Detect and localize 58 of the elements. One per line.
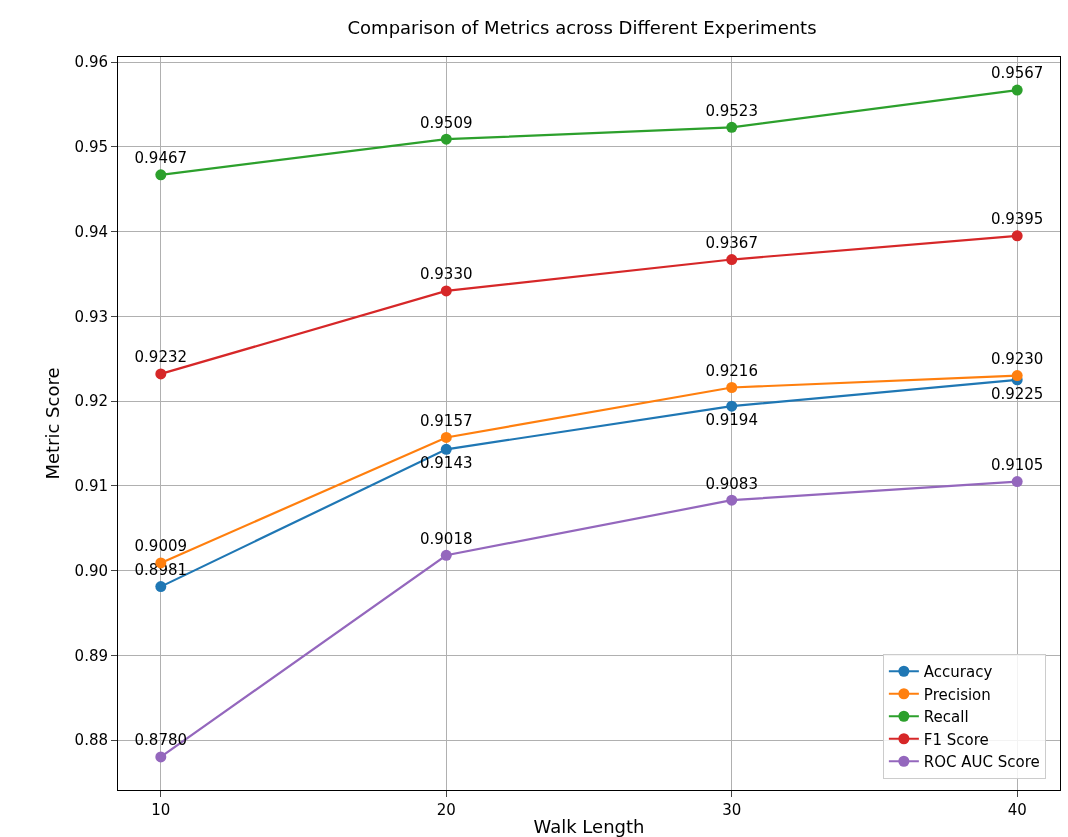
data-label: 0.9330	[420, 265, 473, 284]
x-axis-title: Walk Length	[533, 816, 645, 837]
point	[440, 549, 452, 561]
data-label: 0.9194	[705, 411, 758, 430]
data-label: 0.9232	[134, 348, 188, 367]
legend-label: Recall	[923, 708, 969, 727]
y-tick-label: 0.92	[74, 392, 108, 411]
data-label: 0.9230	[990, 349, 1044, 368]
y-tick-label: 0.91	[74, 477, 108, 496]
data-label: 0.9143	[420, 454, 473, 473]
data-label: 0.9467	[134, 149, 188, 168]
point	[440, 133, 452, 145]
y-tick-label: 0.88	[74, 731, 108, 750]
point	[155, 581, 167, 593]
data-label: 0.9018	[420, 529, 473, 548]
legend-label: F1 Score	[923, 730, 989, 749]
data-label: 0.9509	[420, 113, 473, 132]
data-label: 0.8780	[134, 731, 188, 750]
data-label: 0.9567	[990, 64, 1044, 83]
point	[726, 494, 738, 506]
data-label: 0.9009	[134, 537, 188, 556]
data-label: 0.9157	[420, 411, 473, 430]
data-label: 0.9367	[705, 233, 758, 252]
point	[726, 121, 738, 133]
point	[1011, 370, 1023, 382]
point	[440, 431, 452, 443]
y-tick-label: 0.93	[74, 307, 108, 326]
point	[1011, 84, 1023, 96]
chart-title: Comparison of Metrics across Different Experiments	[347, 16, 817, 38]
point	[1011, 476, 1023, 488]
legend-label: Precision	[923, 685, 991, 704]
data-label: 0.9395	[990, 210, 1044, 229]
y-tick-label: 0.94	[74, 222, 108, 241]
point	[1011, 230, 1023, 242]
point	[440, 285, 452, 297]
point	[726, 254, 738, 266]
point	[155, 169, 167, 181]
point	[155, 368, 167, 380]
data-label: 0.9225	[990, 384, 1044, 403]
legend-label: ROC AUC Score	[923, 753, 1040, 772]
y-axis-title: Metric Score	[41, 367, 63, 480]
data-label: 0.9523	[705, 101, 758, 120]
y-tick-label: 0.95	[74, 138, 108, 157]
y-tick-label: 0.90	[74, 561, 108, 580]
data-label: 0.9105	[990, 455, 1044, 474]
y-tick-label: 0.89	[74, 646, 108, 665]
x-tick-label: 20	[436, 801, 456, 819]
point	[726, 381, 738, 393]
point	[726, 400, 738, 412]
x-tick-label: 40	[1007, 801, 1027, 819]
data-label: 0.9083	[705, 474, 758, 493]
x-tick-label: 10	[151, 801, 171, 819]
data-label: 0.9216	[705, 361, 758, 380]
x-tick-label: 30	[722, 801, 742, 819]
legend-label: Accuracy	[923, 663, 993, 682]
point	[155, 751, 167, 763]
point	[440, 443, 452, 455]
y-tick-label: 0.96	[74, 53, 108, 72]
